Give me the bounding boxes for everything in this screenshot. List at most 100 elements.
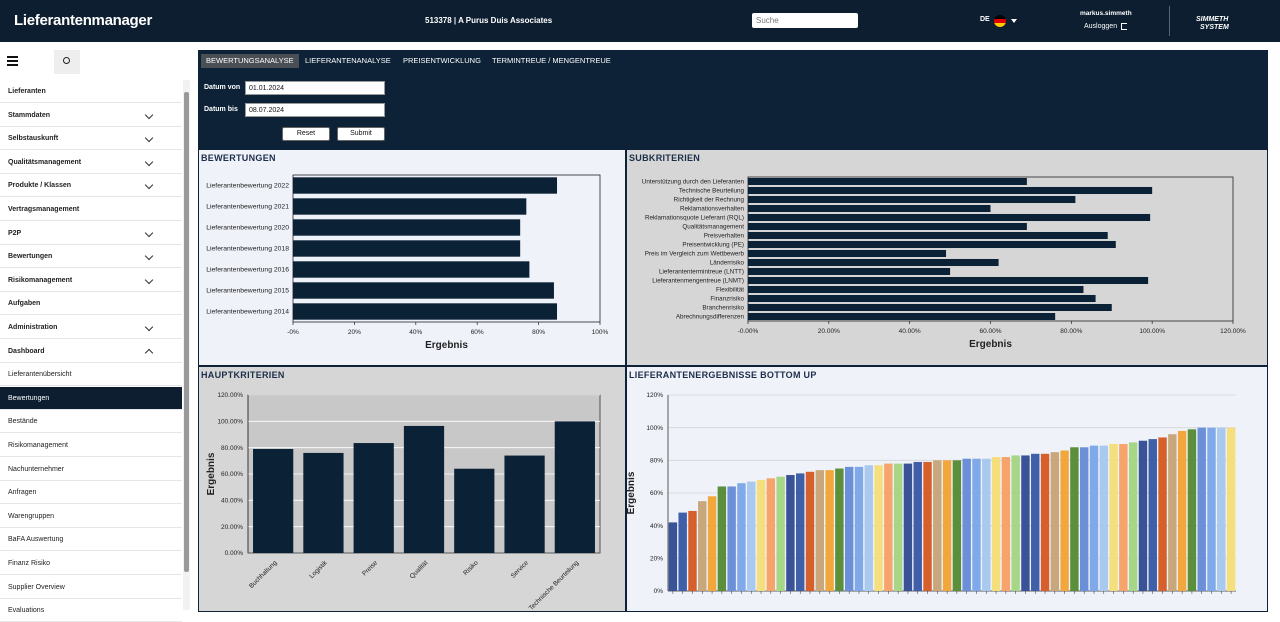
y-tick-label: 0%	[654, 588, 664, 595]
nav-item[interactable]: Bewertungen	[0, 245, 182, 269]
search-input[interactable]: Suche	[752, 13, 858, 28]
bar	[815, 470, 825, 591]
bar	[748, 204, 991, 213]
nav-item[interactable]: Dashboard	[0, 340, 182, 363]
bar	[913, 461, 922, 591]
category-label: Lieferantenbewertung 2016	[206, 267, 289, 274]
scrollbar[interactable]	[183, 80, 190, 610]
x-tick-label: 20.00%	[818, 328, 840, 335]
submit-button[interactable]: Submit	[337, 127, 385, 141]
x-tick-label: 100%	[592, 329, 609, 336]
bar	[1226, 427, 1236, 591]
x-tick-label: 100.00%	[1139, 328, 1165, 335]
x-tick-label: 60.00%	[979, 328, 1001, 335]
nav-subitem[interactable]: BaFA Auswertung	[0, 528, 182, 552]
y-tick-label: 80%	[650, 458, 663, 465]
date-input[interactable]: 01.01.2024	[245, 81, 385, 95]
nav-item[interactable]: P2P	[0, 222, 182, 245]
bar	[933, 460, 942, 591]
filter-label: Datum bis	[204, 106, 238, 113]
nav-item[interactable]: Stammdaten	[0, 104, 182, 127]
nav-subitem[interactable]: Supplier Overview	[0, 576, 182, 599]
bar	[1021, 455, 1030, 591]
nav-item[interactable]: Aufgaben	[0, 292, 182, 316]
bar	[903, 463, 913, 591]
nav-subitem[interactable]: Lieferantenübersicht	[0, 363, 182, 387]
bar	[972, 458, 981, 591]
category-label: Branchenrisiko	[702, 305, 744, 312]
app-title[interactable]: Lieferantenmanager	[14, 12, 152, 29]
nav-subitem[interactable]: Finanz Risiko	[0, 552, 182, 575]
tab[interactable]: PREISENTWICKLUNG	[403, 56, 481, 65]
nav-subitem[interactable]: Bestände	[0, 410, 182, 434]
nav-item[interactable]: Vertragsmanagement	[0, 198, 182, 221]
bar	[403, 425, 445, 553]
nav-item[interactable]: Administration	[0, 316, 182, 339]
x-tick-label: Preise	[361, 559, 379, 577]
bar	[1060, 450, 1069, 591]
bar	[991, 457, 1001, 591]
chart-panel: SUBKRITERIEN	[627, 150, 1267, 365]
nav-item[interactable]: Lieferanten	[0, 80, 182, 103]
category-label: Richtigkeit der Rechnung	[674, 197, 745, 204]
category-label: Reklamationsverhalten	[680, 206, 745, 213]
nav-subitem[interactable]: Risikomanagement	[0, 434, 182, 457]
y-tick-label: 100%	[646, 425, 663, 432]
dropdown-arrow	[1011, 19, 1017, 23]
tab[interactable]: BEWERTUNGSANALYSE	[201, 54, 299, 68]
bar	[1158, 437, 1167, 591]
filter-label: Datum von	[204, 84, 241, 91]
date-input[interactable]: 08.07.2024	[245, 103, 385, 117]
x-axis-label: Ergebnis	[969, 339, 1012, 350]
category-label: Preisverhalten	[704, 233, 745, 240]
y-tick-label: 80.00%	[221, 445, 243, 452]
bar	[504, 455, 545, 553]
nav-item[interactable]: Selbstauskunft	[0, 127, 182, 151]
bar	[748, 267, 951, 276]
x-tick-label: 60%	[471, 329, 484, 336]
logout-icon	[1121, 23, 1127, 30]
nav-subitem[interactable]: Anfragen	[0, 481, 182, 505]
category-label: Technische Beurteilung	[679, 188, 745, 195]
bar	[748, 195, 1076, 204]
bar	[1128, 442, 1138, 591]
bar	[1070, 447, 1079, 591]
bar	[923, 461, 932, 591]
bar	[1119, 444, 1128, 591]
nav-item[interactable]: Qualitätsmanagement	[0, 151, 182, 174]
nav-subitem[interactable]: Nachunternehmer	[0, 458, 182, 481]
tab[interactable]: TERMINTREUE / MENGENTREUE	[492, 56, 611, 65]
menu-icon[interactable]	[7, 56, 18, 58]
bar	[748, 222, 1027, 231]
x-tick-label: 80.00%	[1060, 328, 1082, 335]
y-tick-label: 120.00%	[217, 392, 243, 399]
logout[interactable]: Ausloggen	[1084, 23, 1118, 30]
user-name: markus.simmeth	[1080, 10, 1132, 17]
bar	[748, 312, 1056, 321]
y-tick-label: 40.00%	[221, 498, 243, 505]
bar	[707, 496, 717, 591]
category-label: Finanzrisiko	[710, 296, 744, 303]
nav-subitem[interactable]: Warengruppen	[0, 505, 182, 528]
x-tick-label: Qualität	[409, 559, 430, 580]
category-label: Lieferantenbewertung 2022	[206, 183, 289, 190]
category-label: Lieferantenmengentreue (LNMT)	[652, 278, 744, 285]
bar	[766, 478, 776, 591]
bar	[293, 198, 527, 215]
nav-item[interactable]: Produkte / Klassen	[0, 174, 182, 198]
reset-button[interactable]: Reset	[282, 127, 330, 141]
bar	[737, 483, 746, 591]
tab[interactable]: LIEFERANTENANALYSE	[305, 56, 391, 65]
flag	[994, 15, 1006, 27]
nav-subitem[interactable]: Bewertungen	[0, 386, 182, 410]
x-tick-label: Risiko	[462, 559, 480, 577]
bar	[748, 249, 947, 258]
search-button[interactable]	[54, 50, 80, 74]
bar	[1109, 444, 1118, 591]
nav-item[interactable]: Risikomanagement	[0, 269, 182, 292]
bar	[748, 177, 1027, 186]
language[interactable]: DE	[980, 16, 990, 23]
category-label: Qualitätsmanagement	[682, 224, 744, 231]
